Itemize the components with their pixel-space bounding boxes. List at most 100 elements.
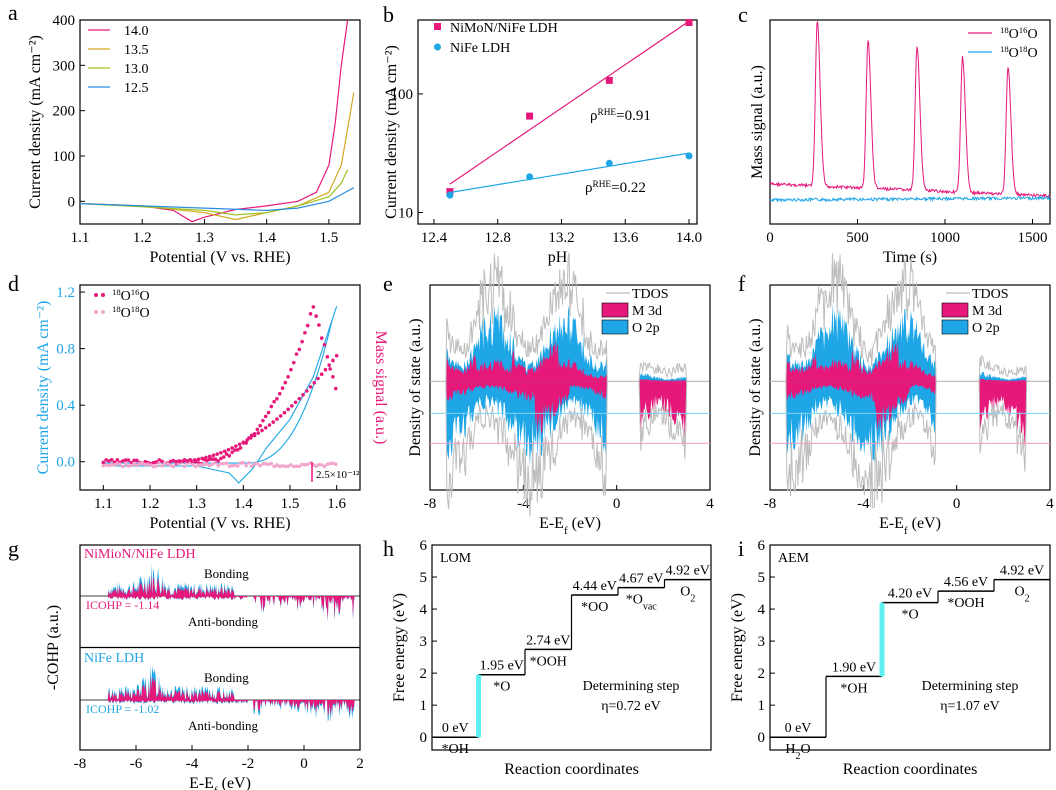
label-part: vac [643, 601, 657, 612]
energy-value: 0 eV [785, 721, 812, 736]
ms-point-1618 [305, 389, 309, 393]
x-tick-label: -2 [242, 756, 255, 772]
ms-point-1618 [115, 458, 120, 462]
ms-point-1618 [151, 460, 156, 465]
ms-point-1618 [154, 460, 159, 464]
ms-point-1618 [308, 312, 313, 316]
sub-title: NiMioN/NiFe LDH [84, 547, 196, 562]
ms-point-1618 [234, 444, 238, 448]
x-tick-label: 1.4 [234, 496, 253, 512]
x-tick-label: -4 [517, 496, 530, 512]
x-tick-label: 1.5 [281, 496, 300, 512]
label-part: O [1027, 46, 1037, 61]
ms-point-1818 [202, 462, 206, 467]
label-part: 18 [1019, 44, 1028, 54]
ms-point-1818 [247, 460, 251, 465]
ms-point-1818 [244, 463, 248, 468]
x-axis-label: Potential (V vs. RHE) [149, 249, 290, 266]
ms-point-1818 [235, 464, 240, 468]
ms-point-1618 [157, 458, 162, 462]
x-axis-label: Time (s) [883, 249, 937, 266]
ms-point-1818 [258, 463, 262, 468]
ms-point-1818 [101, 463, 106, 468]
x-tick-label: 0 [613, 496, 621, 512]
ms-point-1618 [230, 446, 234, 450]
x-axis-label: pH [548, 249, 568, 266]
ms-point-1818 [205, 462, 209, 466]
y-tick-label: 1.2 [56, 285, 75, 301]
label-part: f [564, 525, 568, 537]
rho-label-2: ρRHE=0.22 [585, 180, 646, 196]
ms-point-1618 [109, 457, 114, 462]
label-part: (eV) [218, 775, 251, 790]
x-tick-label: 14.0 [676, 230, 702, 246]
y-tick-label: 300 [53, 58, 76, 74]
ms-point-1618 [311, 305, 316, 309]
panel-label: e [383, 271, 393, 296]
ms-point-1618 [282, 410, 287, 415]
energy-value: 4.92 eV [666, 564, 710, 579]
ms-point-1618 [207, 454, 212, 459]
ms-point-1618 [143, 459, 148, 464]
y-tick-label: 3 [758, 634, 766, 650]
energy-value: 4.44 eV [573, 579, 617, 594]
fit-line [449, 20, 690, 185]
ms-point-1618 [227, 454, 232, 458]
ms-point-1618 [305, 323, 310, 328]
ms-point-1618 [216, 459, 220, 463]
ms-point-1818 [210, 462, 215, 466]
ms-point-1618 [171, 458, 176, 463]
species-label: *O [493, 680, 510, 695]
label-part: *OH [442, 742, 469, 757]
ms-point-1618 [121, 459, 125, 463]
ms-point-1818 [275, 463, 279, 467]
ms-point-1618 [129, 461, 134, 465]
ms-point-1618 [289, 367, 293, 372]
ms-point-1818 [289, 463, 293, 467]
ms-point-1818 [115, 461, 120, 466]
y-tick-label: 4 [420, 602, 428, 618]
ms-point-1818 [238, 461, 243, 465]
x-tick-label: 0 [953, 496, 961, 512]
ms-point-1818 [303, 462, 307, 467]
ms-point-1618 [221, 455, 226, 459]
legend-label: 18O16O [1000, 25, 1038, 42]
label-part: (eV) [908, 515, 941, 532]
ms-point-1818 [294, 464, 299, 469]
ms-point-1618 [101, 460, 106, 465]
ms-point-1618 [275, 396, 279, 401]
ms-point-1618 [308, 385, 313, 389]
x-tick-label: 0 [300, 756, 308, 772]
ms-point-1618 [205, 458, 209, 463]
label-part: *OO [581, 600, 608, 615]
y-tick-label: 0.8 [56, 342, 75, 358]
ms-point-1618 [280, 386, 285, 390]
ms-point-1818 [221, 461, 226, 466]
ms-point-1618 [210, 457, 215, 461]
label-part: *OOH [530, 654, 567, 669]
ms-point-1818 [112, 462, 117, 467]
determining-note: Determining step [583, 679, 680, 694]
ms-point-1818 [118, 462, 122, 466]
label-part: 2 [796, 751, 801, 762]
ms-point-1618 [286, 374, 290, 379]
ms-point-1618 [303, 330, 307, 335]
y-tick-label: 0 [420, 730, 428, 746]
ms-point-1818 [305, 462, 310, 467]
y-tick-label: 2 [758, 666, 766, 682]
label-part: E-E [879, 515, 904, 532]
ms-point-1618 [213, 457, 218, 462]
x-tick-label: 1000 [930, 230, 960, 246]
ms-point-1618 [269, 404, 274, 409]
label-part: O [121, 289, 131, 304]
x-tick-label: 1.6 [327, 496, 346, 512]
ms-point-1618 [297, 347, 302, 352]
axes-frame [769, 544, 1051, 751]
ms-point-1618 [181, 459, 186, 464]
ms-point-1818 [325, 462, 330, 466]
x-tick-label: -4 [186, 756, 199, 772]
ms-point-1618 [316, 376, 320, 381]
axes-frame [417, 19, 698, 225]
legend-marker [101, 310, 105, 314]
label-part: O [1009, 46, 1019, 61]
